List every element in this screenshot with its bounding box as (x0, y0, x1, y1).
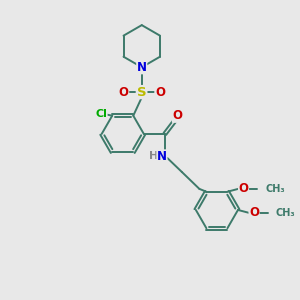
Text: O: O (155, 85, 165, 99)
Text: H: H (149, 152, 158, 161)
Text: Cl: Cl (95, 109, 107, 119)
Text: N: N (137, 61, 147, 74)
Text: O: O (249, 206, 259, 219)
Text: O: O (238, 182, 248, 195)
Text: CH₃: CH₃ (276, 208, 296, 218)
Text: O: O (172, 109, 182, 122)
Text: CH₃: CH₃ (266, 184, 285, 194)
Text: N: N (157, 150, 167, 163)
Text: S: S (137, 85, 147, 99)
Text: O: O (118, 85, 129, 99)
